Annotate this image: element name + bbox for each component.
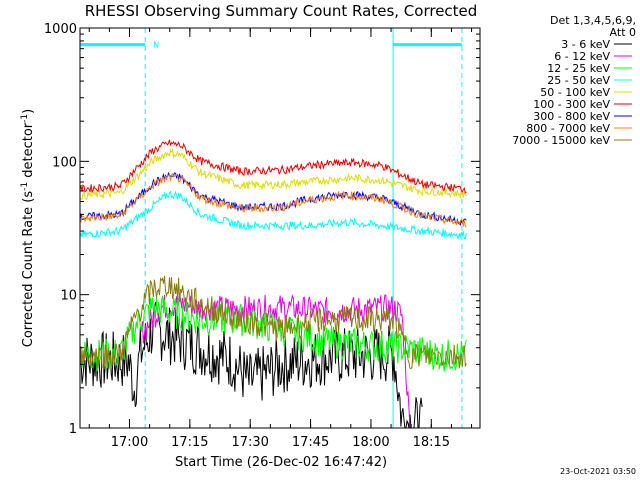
legend-entry-4: 50 - 100 keV — [540, 86, 610, 99]
plot-area: N — [79, 28, 467, 429]
legend-entry-8: 7000 - 15000 keV — [512, 134, 610, 147]
x-axis-label: Start Time (26-Dec-02 16:47:42) — [175, 455, 387, 470]
legend-entry-2: 12 - 25 keV — [547, 62, 610, 75]
legend-entry-7: 800 - 7000 keV — [526, 122, 610, 135]
x-tick-label-4: 18:00 — [352, 435, 389, 450]
y-tick-label-3: 1000 — [44, 22, 77, 37]
x-tick-label-0: 17:00 — [111, 435, 148, 450]
series-line-4 — [79, 148, 467, 200]
series-line-8 — [79, 275, 467, 370]
series-line-5 — [79, 139, 467, 194]
footer-timestamp: 23-Oct-2021 03:50 — [560, 467, 636, 476]
legend-entry-1: 6 - 12 keV — [554, 50, 610, 63]
series-line-0 — [79, 302, 423, 429]
series-line-3 — [79, 190, 467, 240]
legend-header-0: Det 1,3,4,5,6,9, — [550, 14, 636, 27]
y-axis: 1 10 100 1000 — [44, 22, 480, 437]
y-axis-label: Corrected Count Rate (s-1 detector-1) — [20, 109, 36, 347]
y-tick-label-2: 100 — [52, 155, 77, 170]
legend-header-1: Att 0 — [610, 26, 636, 39]
legend-entry-0: 3 - 6 keV — [561, 38, 610, 51]
series-line-7 — [79, 172, 467, 228]
legend-entry-3: 25 - 50 keV — [547, 74, 610, 87]
y-tick-label-0: 1 — [69, 422, 77, 437]
x-tick-label-5: 18:15 — [413, 435, 450, 450]
annotation-label-6: N — [153, 41, 159, 50]
y-tick-label-1: 10 — [60, 289, 77, 304]
x-axis: 17:00 17:15 17:30 17:45 18:00 18:15 — [88, 28, 473, 450]
legend-entry-6: 300 - 800 keV — [533, 110, 610, 123]
legend-entry-5: 100 - 300 keV — [533, 98, 610, 111]
x-tick-label-2: 17:30 — [231, 435, 268, 450]
x-tick-label-3: 17:45 — [292, 435, 329, 450]
plot-frame — [79, 27, 481, 429]
x-tick-label-1: 17:15 — [171, 435, 208, 450]
chart-title: RHESSI Observing Summary Count Rates, Co… — [85, 2, 478, 20]
